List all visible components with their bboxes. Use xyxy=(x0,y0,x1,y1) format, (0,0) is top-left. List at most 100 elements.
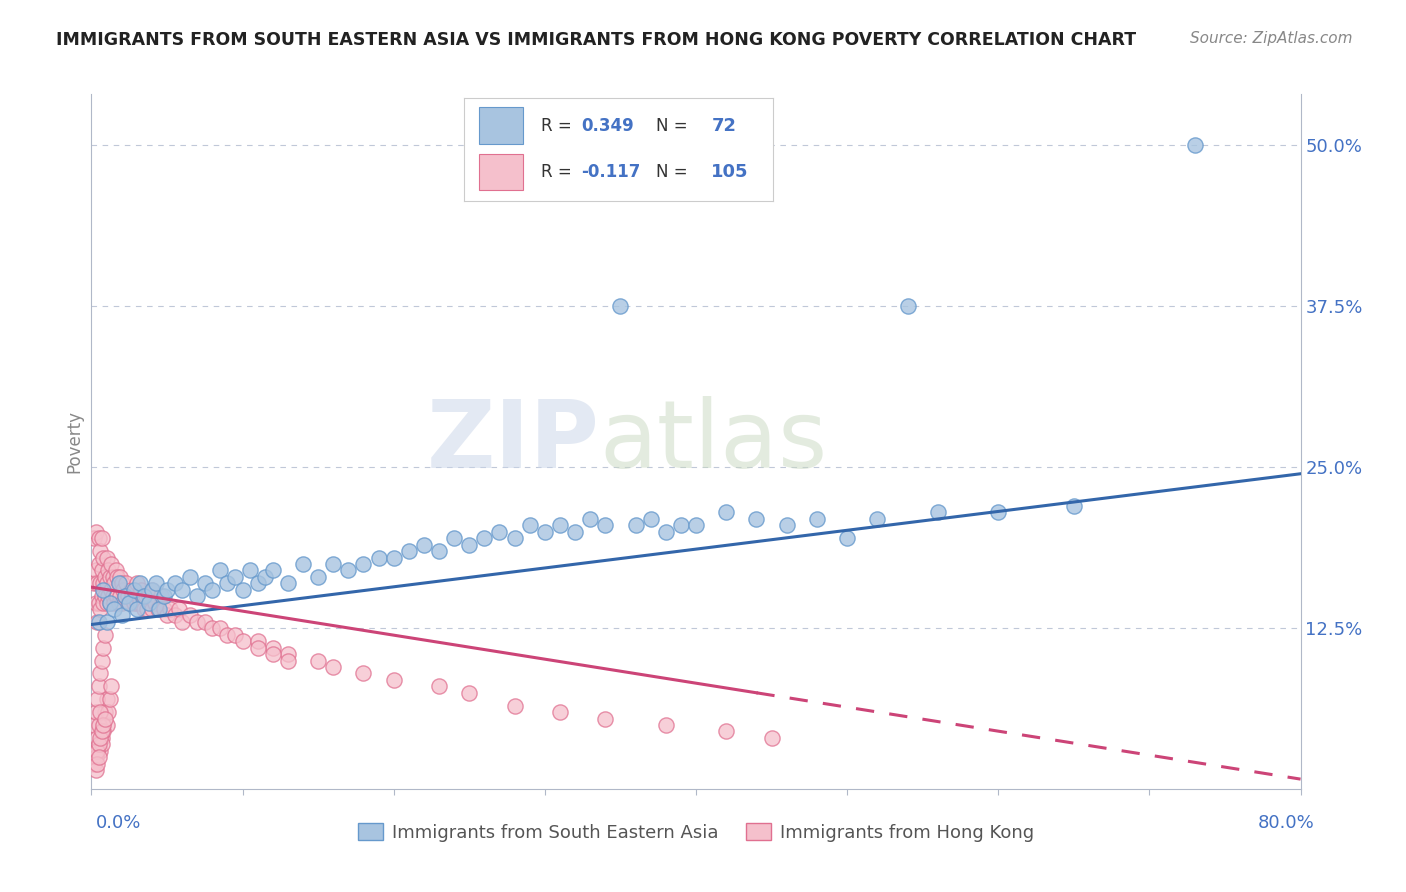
Point xyxy=(100,679,122,693)
Point xyxy=(93,718,115,732)
Point xyxy=(239,563,262,577)
Point xyxy=(835,531,858,545)
Point xyxy=(163,576,186,591)
Text: 0.349: 0.349 xyxy=(582,117,634,135)
Point xyxy=(1184,138,1206,153)
Point xyxy=(118,596,141,610)
Point xyxy=(413,538,436,552)
Point xyxy=(87,615,110,629)
Point xyxy=(117,589,139,603)
Point xyxy=(86,615,108,629)
Point xyxy=(127,589,149,603)
Point xyxy=(98,596,121,610)
Point xyxy=(156,608,179,623)
Point xyxy=(97,589,120,603)
Point xyxy=(172,615,194,629)
Point xyxy=(86,692,108,706)
Point xyxy=(624,518,647,533)
Point xyxy=(93,582,115,597)
Point xyxy=(186,615,208,629)
Point xyxy=(103,576,125,591)
Point xyxy=(118,596,141,610)
Point xyxy=(714,724,737,739)
Point xyxy=(93,550,115,565)
Point xyxy=(277,576,299,591)
Point xyxy=(96,718,118,732)
Point xyxy=(89,544,111,558)
Point xyxy=(120,582,142,597)
Text: 72: 72 xyxy=(711,117,737,135)
Text: IMMIGRANTS FROM SOUTH EASTERN ASIA VS IMMIGRANTS FROM HONG KONG POVERTY CORRELAT: IMMIGRANTS FROM SOUTH EASTERN ASIA VS IM… xyxy=(56,31,1136,49)
Point xyxy=(83,576,105,591)
Point xyxy=(111,608,132,623)
Point xyxy=(217,628,239,642)
Point xyxy=(277,654,299,668)
Point xyxy=(134,602,156,616)
Text: N =: N = xyxy=(655,163,688,181)
Text: N =: N = xyxy=(655,117,688,135)
Point xyxy=(927,505,949,519)
Point xyxy=(93,718,115,732)
Point xyxy=(987,505,1010,519)
Point xyxy=(108,589,131,603)
Point xyxy=(84,596,107,610)
Point xyxy=(307,570,329,584)
Point xyxy=(114,589,136,603)
Point xyxy=(89,731,111,745)
Point xyxy=(107,576,129,591)
Point xyxy=(89,744,111,758)
Point xyxy=(84,705,107,719)
Point xyxy=(246,640,269,655)
Point xyxy=(609,299,631,313)
Text: 0.0%: 0.0% xyxy=(96,814,141,831)
Text: -0.117: -0.117 xyxy=(582,163,641,181)
Point xyxy=(84,750,107,764)
Point xyxy=(141,582,163,597)
Point xyxy=(654,524,676,539)
Legend: Immigrants from South Eastern Asia, Immigrants from Hong Kong: Immigrants from South Eastern Asia, Immi… xyxy=(357,822,1035,842)
Point xyxy=(224,570,246,584)
Point xyxy=(89,602,111,616)
Point xyxy=(129,582,152,597)
Point xyxy=(108,570,131,584)
Point xyxy=(322,660,344,674)
Point xyxy=(208,621,231,635)
Point xyxy=(107,576,129,591)
FancyBboxPatch shape xyxy=(479,107,523,145)
Point xyxy=(138,596,160,610)
Y-axis label: Poverty: Poverty xyxy=(65,410,83,473)
Point xyxy=(153,602,176,616)
Point xyxy=(128,596,150,610)
Point xyxy=(94,705,117,719)
Point xyxy=(254,570,277,584)
Point xyxy=(472,531,495,545)
Point xyxy=(100,582,122,597)
Point xyxy=(897,299,920,313)
Point xyxy=(91,563,114,577)
Point xyxy=(96,550,118,565)
Text: Source: ZipAtlas.com: Source: ZipAtlas.com xyxy=(1189,31,1353,46)
Point xyxy=(595,518,617,533)
Point xyxy=(91,589,114,603)
Point xyxy=(104,589,127,603)
Point xyxy=(488,524,510,539)
Point xyxy=(654,718,676,732)
Point xyxy=(103,596,125,610)
Point xyxy=(143,596,166,610)
Point xyxy=(96,576,118,591)
Point xyxy=(246,576,269,591)
Point xyxy=(107,596,129,610)
Point xyxy=(231,634,253,648)
Point xyxy=(806,512,828,526)
Point xyxy=(93,596,115,610)
Point xyxy=(91,724,114,739)
Point xyxy=(145,576,167,591)
Text: 105: 105 xyxy=(711,163,749,181)
Point xyxy=(201,621,224,635)
Point xyxy=(121,589,143,603)
Point xyxy=(398,544,420,558)
Point xyxy=(86,576,108,591)
Point xyxy=(141,602,163,616)
Point xyxy=(94,712,117,726)
Point xyxy=(84,744,107,758)
